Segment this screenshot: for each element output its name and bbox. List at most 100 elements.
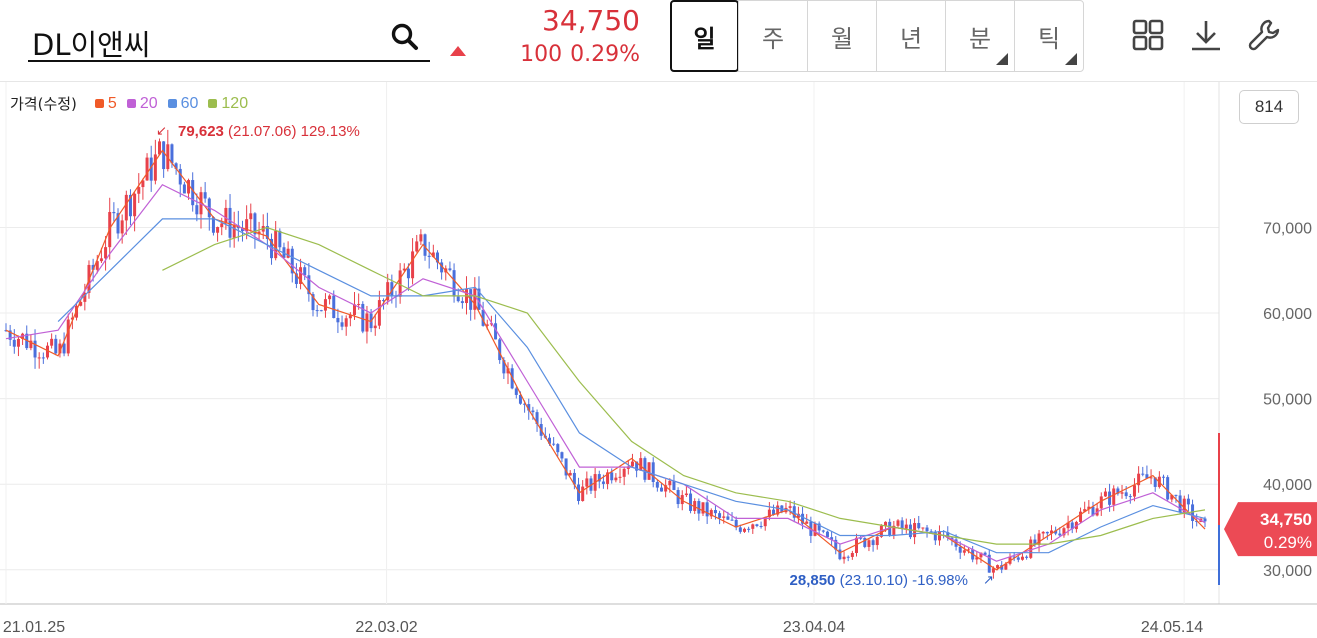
candle-body — [373, 325, 377, 329]
candle-body — [79, 301, 83, 306]
candle-body — [1037, 533, 1041, 545]
ma-120-line[interactable] — [162, 226, 1206, 545]
candle-body — [1041, 531, 1045, 534]
candle-body — [348, 315, 352, 319]
candle-body — [8, 330, 12, 340]
candle-body — [149, 157, 153, 181]
legend-ma5[interactable]: 5 — [94, 95, 117, 113]
candle-body — [622, 468, 626, 477]
candle-body — [411, 251, 415, 279]
candle-body — [1058, 533, 1062, 536]
candle-body — [684, 493, 688, 496]
candle-body — [1025, 556, 1029, 558]
candle-body — [946, 532, 950, 538]
candle-body — [697, 501, 701, 514]
tab-period-1[interactable]: 주 — [738, 1, 807, 71]
candle-body — [664, 485, 668, 492]
candle-body — [801, 513, 805, 524]
ma-5-line[interactable] — [5, 149, 1206, 571]
candle-body — [788, 506, 792, 508]
search-icon[interactable] — [390, 22, 420, 52]
candle-body — [535, 412, 539, 425]
candle-body — [91, 264, 95, 270]
candle-body — [987, 554, 991, 573]
candle-body — [726, 516, 730, 520]
candle-body — [1166, 477, 1170, 500]
candle-body — [37, 357, 41, 359]
legend-ma120[interactable]: 120 — [208, 95, 248, 113]
legend-price-label[interactable]: 가격(수정) — [10, 95, 77, 113]
download-icon[interactable] — [1189, 18, 1223, 52]
candle-body — [286, 248, 290, 258]
candle-body — [485, 324, 489, 326]
candle-body — [1000, 565, 1004, 570]
candle-body — [137, 187, 141, 194]
candle-body — [452, 270, 456, 297]
candle-body — [58, 343, 62, 354]
candle-body — [1087, 506, 1091, 510]
tab-period-4[interactable]: 분 — [945, 1, 1014, 71]
tab-period-5[interactable]: 틱 — [1014, 1, 1083, 71]
candle-body — [1145, 474, 1149, 479]
candle-body — [1162, 476, 1166, 478]
candle-body — [390, 282, 394, 296]
candle-body — [863, 538, 867, 547]
candle-body — [1153, 477, 1157, 487]
candle-body — [203, 192, 207, 199]
wrench-icon[interactable] — [1247, 18, 1281, 52]
candle-body — [435, 252, 439, 263]
candle-body — [875, 536, 879, 546]
candle-body — [606, 472, 610, 484]
candle-body — [1070, 522, 1074, 530]
candle-body — [514, 388, 518, 395]
candle-body — [1170, 494, 1174, 500]
candle-body — [448, 268, 452, 271]
candle-body — [950, 537, 954, 540]
candle-body — [1066, 522, 1070, 529]
candle-body — [842, 556, 846, 560]
candle-body — [311, 294, 315, 311]
candle-body — [398, 270, 402, 297]
candle-body — [344, 318, 348, 327]
candle-body — [253, 213, 257, 235]
candle-body — [211, 217, 215, 233]
candle-body — [1004, 563, 1008, 570]
candle-body — [431, 252, 435, 257]
candle-body — [158, 141, 162, 155]
tab-period-3[interactable]: 년 — [876, 1, 945, 71]
legend-ma60[interactable]: 60 — [167, 95, 198, 113]
x-tick-label: 21.01.25 — [3, 619, 65, 636]
candle-body — [701, 502, 705, 514]
candle-body — [639, 458, 643, 471]
candle-body — [585, 478, 589, 487]
candle-body — [1083, 509, 1087, 512]
candle-body — [220, 223, 224, 228]
candle-body — [718, 513, 722, 518]
stock-name[interactable]: DL이앤씨 — [32, 28, 151, 62]
candle-body — [581, 486, 585, 501]
grid-layout-icon[interactable] — [1131, 18, 1165, 52]
candle-count-badge[interactable]: 814 — [1239, 90, 1299, 124]
candle-body — [601, 481, 605, 484]
candle-body — [734, 519, 738, 528]
tab-label: 년 — [899, 24, 923, 53]
candle-body — [232, 225, 236, 238]
candle-body — [290, 248, 294, 274]
candle-body — [83, 292, 87, 302]
candle-body — [456, 296, 460, 302]
candle-body — [705, 502, 709, 517]
candle-body — [908, 524, 912, 538]
candle-body — [116, 213, 120, 234]
candle-body — [996, 565, 1000, 569]
x-tick-label: 23.04.04 — [783, 619, 845, 636]
ma-60-line[interactable] — [57, 218, 1206, 554]
candle-body — [896, 520, 900, 526]
candle-body — [834, 539, 838, 550]
legend-ma20[interactable]: 20 — [126, 95, 158, 113]
candle-body — [1116, 488, 1120, 494]
stock-search-box[interactable]: DL이앤씨 — [28, 8, 430, 62]
tab-period-2[interactable]: 월 — [807, 1, 876, 71]
ma-20-line[interactable] — [5, 183, 1206, 562]
tab-label: 일 — [693, 24, 716, 53]
